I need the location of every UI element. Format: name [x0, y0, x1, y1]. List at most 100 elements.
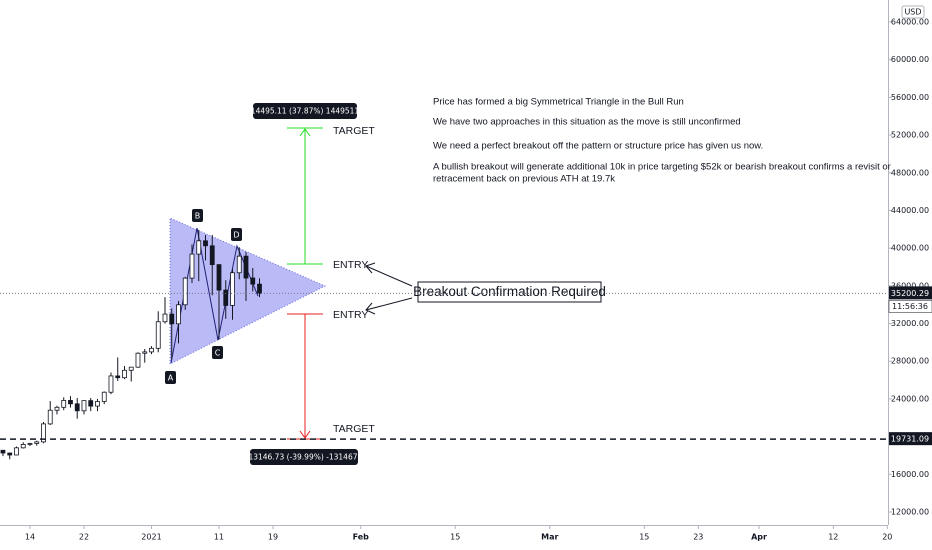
currency-label: USD [904, 8, 921, 17]
arrow-head [299, 128, 311, 137]
candle-body [128, 366, 134, 371]
note: retracement back on previous ATH at 19.7… [433, 174, 615, 185]
candle-body [203, 240, 208, 247]
candle-body [176, 304, 181, 325]
candle-body [135, 352, 141, 368]
candle-body [54, 406, 60, 411]
candle-body [74, 403, 80, 412]
arrow-head [365, 262, 376, 274]
arrow-head [299, 430, 311, 439]
arrow-head [365, 302, 376, 315]
y-tick-label: 36000.00 [891, 281, 929, 290]
entry-label: ENTRY [333, 259, 368, 271]
candle-body [155, 321, 161, 349]
candle-body [216, 264, 222, 291]
point-label: A [168, 374, 174, 383]
point-label: D [233, 231, 239, 240]
candle-body [81, 400, 87, 412]
price-tag [889, 286, 932, 300]
candle-body [27, 443, 33, 445]
candle-body [95, 401, 100, 407]
candle-body [182, 277, 188, 306]
candle-body [189, 253, 195, 279]
x-tick-label: Apr [751, 533, 767, 542]
x-tick-label: Feb [353, 533, 370, 542]
y-tick-label: 24000.00 [891, 394, 929, 403]
candle-body [257, 283, 262, 294]
y-tick-label: 64000.00 [891, 18, 929, 27]
countdown-label: 11:56:36 [892, 302, 928, 311]
candle-body [209, 245, 215, 266]
candle-body [88, 400, 94, 407]
support-tag [889, 432, 932, 446]
measure-up-box [253, 103, 357, 119]
candle-body [20, 444, 26, 449]
target-label: TARGET [333, 125, 375, 137]
note: We need a perfect breakout off the patte… [433, 141, 763, 152]
y-tick-label: 28000.00 [891, 357, 929, 366]
point-box [212, 346, 223, 359]
note: A bullish breakout will generate additio… [433, 162, 891, 173]
callout-arrow [365, 265, 413, 287]
candle-body [142, 351, 148, 354]
y-tick-label: 60000.00 [891, 55, 929, 64]
y-tick-label: 56000.00 [891, 93, 929, 102]
candle-body [101, 391, 107, 402]
price-label: 35200.29 [891, 289, 929, 298]
note: Price has formed a big Symmetrical Trian… [433, 97, 684, 108]
candle-body [236, 255, 242, 274]
x-tick-label: Mar [541, 533, 558, 542]
candle-body [230, 272, 235, 306]
candle-body [108, 375, 114, 393]
candle-body [68, 400, 73, 405]
candle-body [14, 447, 19, 456]
candle-body [149, 347, 154, 353]
x-tick-label: 11 [214, 533, 224, 542]
candle-body [7, 452, 13, 456]
candle-body [243, 255, 249, 279]
y-tick-label: 16000.00 [891, 470, 929, 479]
callout-text: Breakout Confirmation Required [413, 284, 606, 299]
x-tick-label: 23 [693, 533, 703, 542]
candle-body [34, 441, 40, 444]
x-tick-label: 19 [268, 533, 278, 542]
candle-body [61, 400, 67, 408]
callout-box [417, 281, 602, 303]
point-label: B [195, 212, 201, 221]
y-tick-label: 12000.00 [891, 507, 929, 516]
measure-up-label: 14495.11 (37.87%) 1449511 [251, 107, 360, 116]
candle-body [162, 313, 168, 323]
entry-label: ENTRY [333, 309, 368, 321]
note: We have two approaches in this situation… [433, 117, 741, 128]
triangle [169, 217, 327, 365]
y-tick-label: 40000.00 [891, 244, 929, 253]
candle-body [115, 375, 121, 379]
measure-down-box [250, 449, 358, 465]
x-tick-label: 15 [639, 533, 649, 542]
y-tick-label: 44000.00 [891, 206, 929, 215]
x-tick-label: 14 [25, 533, 35, 542]
target-label: TARGET [333, 423, 375, 435]
x-tick-label: 12 [828, 533, 838, 542]
countdown-tag [888, 300, 932, 313]
candle-body [250, 277, 256, 285]
candle-body [0, 449, 6, 454]
point-box [231, 228, 242, 241]
y-tick-label: 48000.00 [891, 168, 929, 177]
x-tick-label: 2021 [141, 533, 161, 542]
point-box [192, 209, 203, 222]
candle-body [223, 289, 229, 306]
x-tick-label: 22 [79, 533, 89, 542]
x-tick-label: 15 [450, 533, 460, 542]
candle-body [47, 409, 53, 425]
point-label: C [215, 349, 221, 358]
candle-body [169, 313, 175, 325]
callout-arrow [365, 297, 413, 311]
x-tick-label: 20 [882, 533, 892, 542]
candle-body [122, 369, 127, 379]
y-tick-label: 52000.00 [891, 131, 929, 140]
candle-body [41, 423, 46, 443]
candle-body [196, 240, 202, 255]
